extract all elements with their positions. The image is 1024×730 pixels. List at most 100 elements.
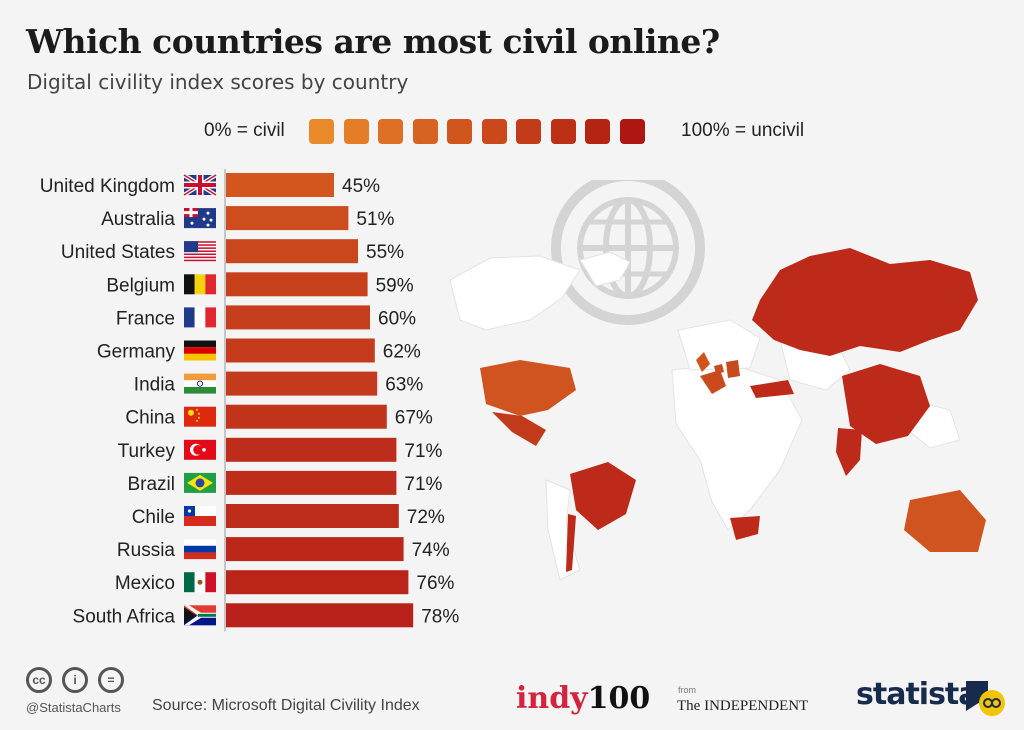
legend-swatch-1: [309, 119, 334, 144]
legend-swatch-2: [343, 119, 369, 144]
value-label: 76%: [416, 573, 454, 594]
value-label: 71%: [404, 474, 442, 495]
map-south-africa: [730, 516, 760, 540]
category-label: France: [116, 308, 175, 329]
mexico-flag-icon: [184, 572, 216, 593]
statista-handle: @StatistaCharts: [26, 700, 121, 715]
category-label: China: [125, 408, 175, 429]
australia-flag-icon: [184, 208, 216, 229]
value-label: 60%: [378, 308, 416, 329]
map-russia: [752, 248, 978, 356]
from-label: from: [678, 685, 696, 695]
statista-logo-text: statista: [856, 677, 979, 712]
map-france: [700, 370, 726, 394]
value-label: 55%: [366, 242, 404, 263]
value-label: 72%: [407, 507, 445, 528]
value-label: 45%: [342, 176, 380, 197]
category-label: Mexico: [115, 573, 175, 594]
indy100-logo-part2: 100: [587, 681, 651, 716]
map-turkey: [750, 380, 794, 398]
color-legend: 0% = civil 100% = uncivil: [0, 112, 1024, 152]
by-icon: i: [62, 667, 88, 693]
legend-swatch-4: [412, 119, 438, 144]
turkey-flag-icon: [184, 439, 216, 460]
russia-flag-icon: [184, 539, 216, 560]
legend-swatch-6: [481, 119, 507, 144]
map-mexico: [492, 412, 546, 446]
map-australia: [904, 490, 986, 552]
uk-flag-icon: [182, 173, 218, 197]
category-label: Russia: [117, 540, 176, 561]
category-label: Australia: [101, 209, 175, 230]
category-label: Germany: [97, 342, 176, 363]
map-base-land: [449, 251, 961, 581]
chart-title: Which countries are most civil online?: [26, 22, 720, 61]
bar: [226, 371, 378, 396]
legend-swatch-3: [378, 119, 403, 144]
legend-swatch-7: [516, 119, 541, 144]
bar: [226, 305, 370, 330]
category-label: Chile: [132, 507, 175, 528]
map-uk: [696, 352, 710, 372]
legend-swatch-8: [550, 119, 576, 144]
value-label: 62%: [383, 342, 421, 363]
category-label: United States: [61, 242, 175, 263]
bar: [226, 404, 387, 429]
map-chile: [566, 514, 576, 572]
statista-logo-icon: [966, 681, 1005, 716]
bar: [226, 173, 334, 197]
value-label: 74%: [412, 540, 450, 561]
china-flag-icon: [184, 406, 216, 427]
india-flag-icon: [184, 373, 216, 394]
map-china: [842, 364, 930, 444]
bar: [226, 239, 358, 264]
map-germany: [726, 360, 740, 378]
bar: [226, 206, 349, 231]
nd-icon: =: [98, 667, 124, 693]
belgium-flag-icon: [184, 274, 216, 295]
map-belgium: [714, 364, 724, 374]
map-highlighted-countries: [480, 248, 986, 572]
bar: [226, 603, 414, 628]
legend-max-label: 100% = uncivil: [681, 120, 805, 141]
value-label: 59%: [376, 275, 414, 296]
category-label: United Kingdom: [40, 176, 175, 197]
brazil-flag-icon: [184, 472, 216, 493]
france-flag-icon: [184, 307, 216, 328]
bar: [226, 537, 404, 562]
germany-flag-icon: [184, 340, 216, 361]
independent-logo: The INDEPENDENT: [677, 698, 809, 714]
indy100-logo: indy100: [516, 681, 650, 716]
category-label: Turkey: [118, 441, 176, 462]
map-india: [836, 428, 862, 476]
globe-icon: [551, 180, 705, 325]
legend-swatch-9: [585, 119, 610, 144]
usa-flag-icon: [184, 241, 216, 262]
bar: [226, 338, 375, 363]
bar: [226, 272, 368, 297]
value-label: 71%: [404, 441, 442, 462]
indy100-logo-part1: indy: [516, 681, 588, 716]
value-label: 51%: [356, 209, 394, 230]
bar: [226, 504, 399, 528]
bar: [226, 570, 409, 595]
footer: cc i = @StatistaCharts Source: Microsoft…: [0, 655, 1024, 730]
legend-swatch-10: [619, 119, 645, 144]
value-label: 67%: [395, 408, 433, 429]
category-label: India: [134, 375, 176, 396]
legend-min-label: 0% = civil: [204, 120, 285, 141]
chile-flag-icon: [184, 506, 216, 526]
category-label: South Africa: [73, 606, 176, 627]
cc-icon: cc: [26, 667, 52, 693]
south-africa-flag-icon: [184, 605, 216, 626]
bar: [226, 470, 397, 495]
map-brazil: [570, 462, 636, 530]
world-map: [449, 180, 986, 581]
map-usa: [480, 360, 576, 416]
source-note: Source: Microsoft Digital Civility Index: [152, 697, 420, 714]
value-label: 78%: [421, 606, 459, 627]
bar: [226, 437, 397, 462]
category-label: Belgium: [106, 275, 175, 296]
category-label: Brazil: [127, 474, 175, 495]
legend-swatch-5: [447, 119, 472, 144]
